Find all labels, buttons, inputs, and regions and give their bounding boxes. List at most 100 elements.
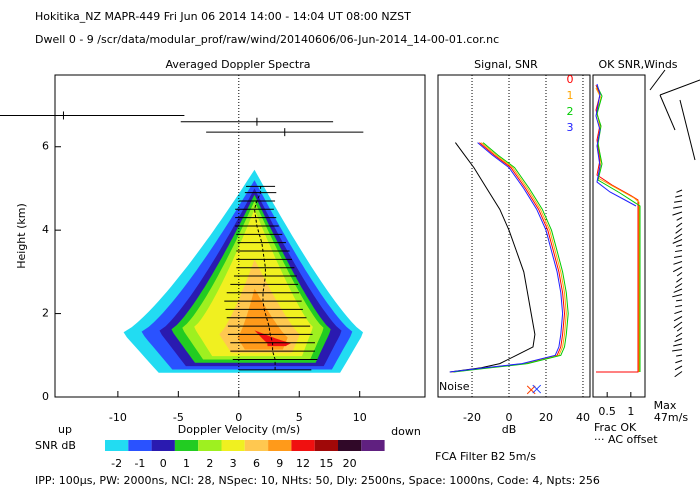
colorbar-box bbox=[198, 440, 222, 451]
wind-barb bbox=[672, 294, 683, 298]
y-tick-label: 6 bbox=[42, 140, 49, 153]
y-tick-label: 2 bbox=[42, 307, 49, 320]
wind-barb bbox=[676, 277, 683, 283]
spectra-plot bbox=[0, 75, 364, 397]
wind-barb bbox=[676, 244, 683, 247]
noise-label: Noise bbox=[439, 380, 470, 393]
noise-marker bbox=[532, 384, 542, 394]
colorbar-tick-label: 2 bbox=[206, 457, 213, 470]
colorbar-tick-label: -2 bbox=[111, 457, 122, 470]
colorbar-tick-label: 1 bbox=[183, 457, 190, 470]
wind-barb bbox=[674, 365, 683, 371]
colorbar-box bbox=[338, 440, 362, 451]
x-tick-label: 1 bbox=[627, 405, 634, 418]
snr-line bbox=[449, 142, 536, 373]
x-axis-label: Frac OK bbox=[594, 421, 637, 434]
x-tick-label: -10 bbox=[109, 411, 127, 424]
wind-barb bbox=[649, 69, 666, 91]
colorbar-tick-label: 9 bbox=[276, 457, 283, 470]
wind-barb bbox=[672, 239, 683, 244]
wind-barb bbox=[679, 99, 696, 161]
x-tick-label: 0.5 bbox=[598, 405, 616, 418]
colorbar-box bbox=[128, 440, 152, 451]
wind-barb bbox=[674, 310, 683, 315]
wind-barb bbox=[674, 283, 683, 289]
x-tick-label: 5 bbox=[296, 411, 303, 424]
y-axis-label: Height (km) bbox=[15, 203, 28, 269]
wind-barb bbox=[673, 288, 683, 293]
x-tick-label: -20 bbox=[463, 411, 481, 424]
colorbar-tick-label: 3 bbox=[230, 457, 237, 470]
wind-barb bbox=[673, 321, 683, 329]
wind-barb bbox=[673, 206, 683, 209]
wind-barb bbox=[672, 211, 683, 216]
colorbar-tick-label: 15 bbox=[319, 457, 333, 470]
max-value-label: 47m/s bbox=[654, 411, 688, 424]
spectra-frame bbox=[54, 74, 426, 398]
legend-entry: 3 bbox=[567, 121, 574, 134]
wind-barb bbox=[674, 371, 683, 378]
snr-line bbox=[453, 142, 569, 373]
header-line2: Dwell 0 - 9 /scr/data/modular_prof/raw/w… bbox=[35, 33, 499, 46]
colorbar-box bbox=[105, 440, 129, 451]
y-tick-label: 0 bbox=[42, 390, 49, 403]
wind-barb bbox=[672, 266, 683, 273]
wind-barbs bbox=[649, 69, 700, 378]
wind-barb bbox=[675, 332, 683, 338]
chart-title: Signal, SNR bbox=[474, 58, 538, 71]
note: ··· AC offset bbox=[594, 433, 658, 446]
x-tick-label: 40 bbox=[576, 411, 590, 424]
colorbar-box bbox=[291, 440, 315, 451]
wind-barb bbox=[672, 349, 683, 352]
chart-title: OK SNR,Winds bbox=[598, 58, 677, 71]
mean-velocity-line bbox=[253, 186, 276, 370]
x-right-label: down bbox=[391, 425, 421, 438]
wind-barb bbox=[659, 94, 676, 131]
legend-entry: 2 bbox=[567, 105, 574, 118]
x-tick-label: 20 bbox=[539, 411, 553, 424]
snr-line bbox=[451, 142, 566, 373]
wind-barb bbox=[673, 316, 683, 322]
wind-barb bbox=[676, 327, 683, 332]
legend-entry: 0 bbox=[567, 73, 574, 86]
colorbar-tick-label: 20 bbox=[343, 457, 357, 470]
chart-title: Averaged Doppler Spectra bbox=[165, 58, 310, 71]
wind-barb bbox=[659, 79, 700, 96]
wind-barb bbox=[674, 338, 683, 342]
x-left-label: up bbox=[58, 423, 72, 436]
x-axis-label: dB bbox=[502, 423, 517, 436]
wind-barb bbox=[676, 272, 683, 277]
wind-barb bbox=[675, 360, 683, 364]
wind-barb bbox=[675, 299, 683, 302]
colorbar-box bbox=[221, 440, 245, 451]
filter-label: FCA Filter B2 5m/s bbox=[435, 450, 536, 463]
wind-barb bbox=[676, 354, 683, 357]
wind-barb bbox=[673, 261, 683, 265]
wind-barb bbox=[676, 222, 683, 228]
wind-barb bbox=[676, 217, 683, 221]
colorbar-box bbox=[268, 440, 292, 451]
y-tick-label: 4 bbox=[42, 223, 49, 236]
legend-entry: 1 bbox=[567, 89, 574, 102]
x-axis-label: Doppler Velocity (m/s) bbox=[178, 423, 300, 436]
wind-barb bbox=[676, 189, 683, 193]
colorbar-box bbox=[151, 440, 175, 451]
wind-barb bbox=[674, 233, 683, 240]
wind-barb bbox=[674, 200, 683, 203]
wind-barb bbox=[675, 305, 683, 308]
frac-curves bbox=[595, 83, 641, 373]
snr-line bbox=[449, 142, 564, 373]
colorbar-tick-label: 0 bbox=[160, 457, 167, 470]
colorbar-box bbox=[361, 440, 385, 451]
frac-frame bbox=[592, 74, 646, 398]
wind-barb bbox=[675, 228, 683, 234]
snr-frame bbox=[437, 74, 591, 398]
colorbar-tick-label: 6 bbox=[253, 457, 260, 470]
wind-barb bbox=[674, 255, 683, 258]
colorbar-box bbox=[314, 440, 338, 451]
colorbar-box bbox=[174, 440, 199, 451]
noise-marker bbox=[526, 385, 536, 395]
wind-barb bbox=[675, 250, 683, 253]
wind-barb bbox=[675, 195, 683, 198]
